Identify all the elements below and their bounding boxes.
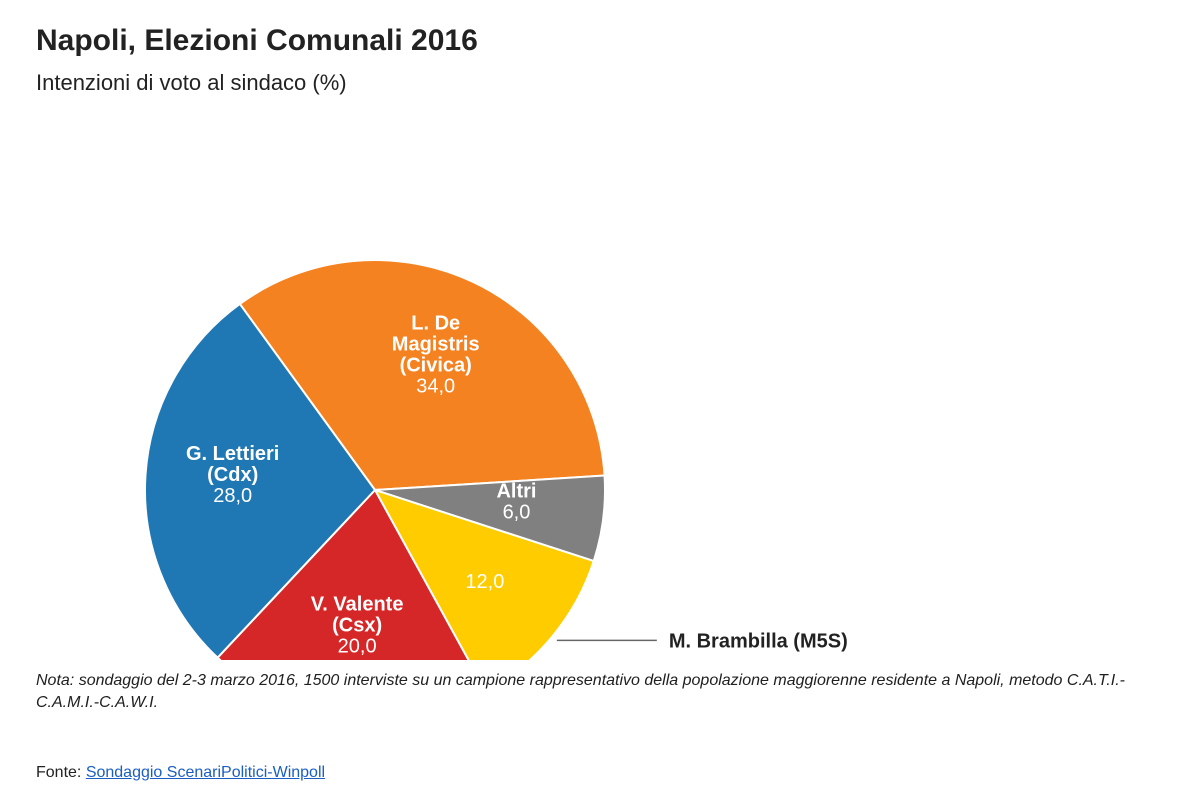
slice-label: Altri [496,480,536,502]
slice-label: L. De [411,312,460,334]
page-subtitle: Intenzioni di voto al sindaco (%) [36,70,347,96]
page-title: Napoli, Elezioni Comunali 2016 [36,24,478,58]
source-prefix: Fonte: [36,764,86,781]
slice-value: 12,0 [465,571,504,593]
chart-source: Fonte: Sondaggio ScenariPolitici-Winpoll [36,764,325,782]
source-link[interactable]: Sondaggio ScenariPolitici-Winpoll [86,764,325,781]
slice-label: (Csx) [332,614,382,636]
slice-label: 34,0 [416,375,455,397]
chart-root: Napoli, Elezioni Comunali 2016 Intenzion… [0,0,1200,800]
slice-label: 20,0 [338,635,377,657]
pie-chart: L. DeMagistris(Civica)34,0 Altri6,0 12,0 M.… [0,120,1200,660]
chart-note: Nota: sondaggio del 2-3 marzo 2016, 1500… [36,670,1170,713]
slice-label: (Cdx) [207,464,258,486]
slice-label: V. Valente [311,593,404,615]
slice-label: G. Lettieri [186,443,279,465]
slice-label: 6,0 [503,501,531,523]
slice-label: (Civica) [400,354,472,376]
slice-label: 28,0 [213,485,252,507]
slice-label: Magistris [392,333,480,355]
external-slice-label: M. Brambilla (M5S) [669,630,848,652]
